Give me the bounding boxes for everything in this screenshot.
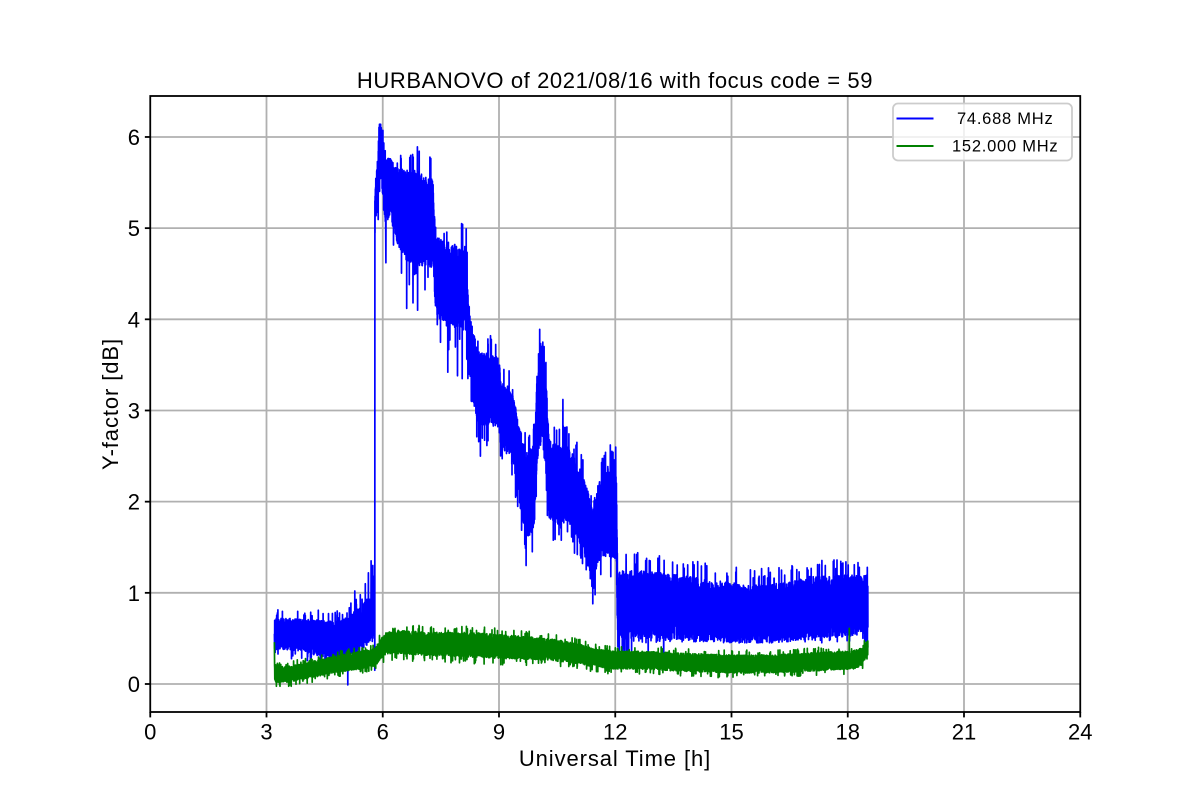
svg-text:Y-factor [dB]: Y-factor [dB] [98,338,123,470]
svg-text:2: 2 [128,490,140,515]
svg-text:Universal Time [h]: Universal Time [h] [519,746,711,771]
svg-text:74.688 MHz: 74.688 MHz [957,110,1053,128]
svg-text:0: 0 [128,672,140,697]
svg-text:152.000 MHz: 152.000 MHz [952,137,1058,155]
svg-text:21: 21 [952,720,976,745]
svg-text:24: 24 [1068,720,1092,745]
svg-text:18: 18 [836,720,860,745]
svg-text:6: 6 [377,720,389,745]
svg-text:0: 0 [144,720,156,745]
svg-text:4: 4 [128,307,140,332]
svg-text:3: 3 [128,398,140,423]
svg-text:5: 5 [128,216,140,241]
svg-text:9: 9 [493,720,505,745]
svg-text:12: 12 [603,720,627,745]
svg-text:3: 3 [260,720,272,745]
svg-text:15: 15 [719,720,743,745]
svg-text:HURBANOVO of 2021/08/16 with f: HURBANOVO of 2021/08/16 with focus code … [357,68,873,93]
svg-text:1: 1 [128,581,140,606]
svg-text:6: 6 [128,125,140,150]
